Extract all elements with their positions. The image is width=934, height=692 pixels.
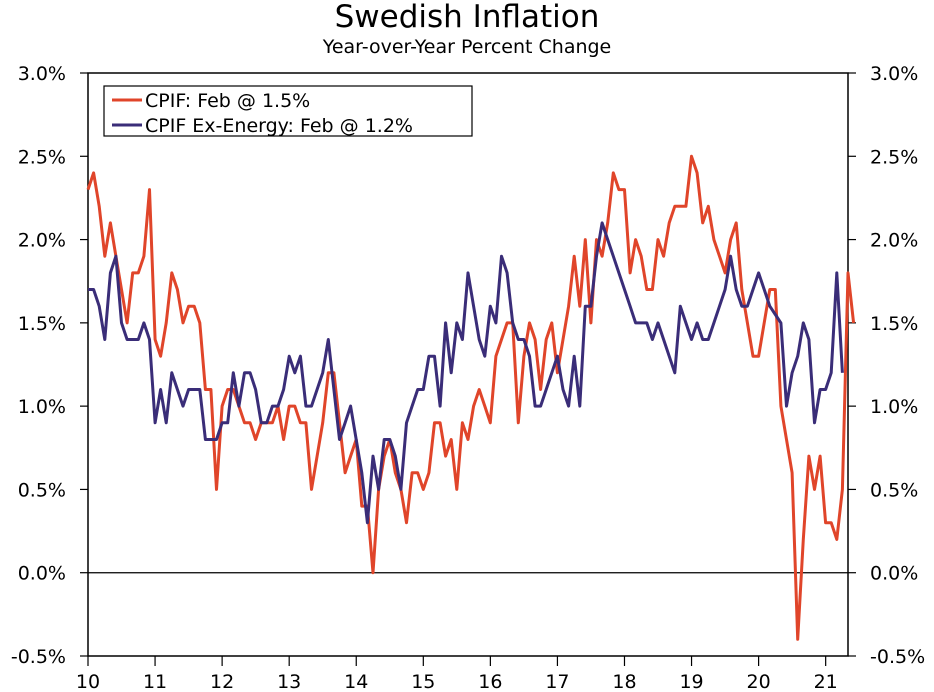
legend-label-cpif-ex-energy: CPIF Ex-Energy: Feb @ 1.2% — [145, 115, 413, 137]
y-tick-label: 2.5% — [870, 146, 918, 168]
y-tick-label: 3.0% — [870, 63, 918, 85]
x-tick-label: 14 — [344, 671, 368, 692]
legend-label-cpif: CPIF: Feb @ 1.5% — [145, 90, 310, 112]
x-tick-label: 17 — [545, 671, 569, 692]
series-line-cpif-ex-energy — [88, 221, 844, 525]
x-tick-label: 21 — [814, 671, 838, 692]
y-tick-label: 0.5% — [870, 479, 918, 501]
x-tick-label: 11 — [143, 671, 167, 692]
y-tick-label: 2.0% — [18, 230, 66, 252]
y-tick-label: 0.0% — [18, 563, 66, 585]
y-tick-label: 0.5% — [18, 479, 66, 501]
x-tick-label: 10 — [76, 671, 100, 692]
series-lines — [86, 154, 856, 641]
legend: CPIF: Feb @ 1.5% CPIF Ex-Energy: Feb @ 1… — [103, 85, 473, 137]
y-tick-label: 1.5% — [18, 313, 66, 335]
x-axis: 10 11 12 13 14 15 16 17 18 19 20 21 — [76, 656, 838, 692]
x-tick-label: 15 — [411, 671, 435, 692]
y-tick-label: -0.5% — [870, 646, 925, 668]
legend-box — [103, 85, 473, 137]
y-tick-label: 1.0% — [18, 396, 66, 418]
y-tick-label: 2.5% — [18, 146, 66, 168]
x-tick-label: 13 — [277, 671, 301, 692]
plot-frame — [87, 72, 849, 657]
y-axis-right: 3.0% 2.5% 2.0% 1.5% 1.0% 0.5% 0.0% -0.5% — [848, 63, 925, 668]
series-line-cpif — [86, 154, 856, 641]
y-tick-label: 2.0% — [870, 230, 918, 252]
y-tick-label: 1.0% — [870, 396, 918, 418]
y-tick-label: 3.0% — [18, 63, 66, 85]
chart-title: Swedish Inflation — [334, 0, 600, 35]
x-tick-label: 20 — [747, 671, 771, 692]
x-tick-label: 19 — [679, 671, 703, 692]
chart-subtitle: Year-over-Year Percent Change — [322, 36, 612, 58]
y-axis-left: 3.0% 2.5% 2.0% 1.5% 1.0% 0.5% 0.0% -0.5% — [11, 63, 88, 668]
x-tick-label: 12 — [210, 671, 234, 692]
x-tick-label: 18 — [612, 671, 636, 692]
y-tick-label: 1.5% — [870, 313, 918, 335]
x-tick-label: 16 — [478, 671, 502, 692]
y-tick-label: -0.5% — [11, 646, 66, 668]
y-tick-label: 0.0% — [870, 563, 918, 585]
